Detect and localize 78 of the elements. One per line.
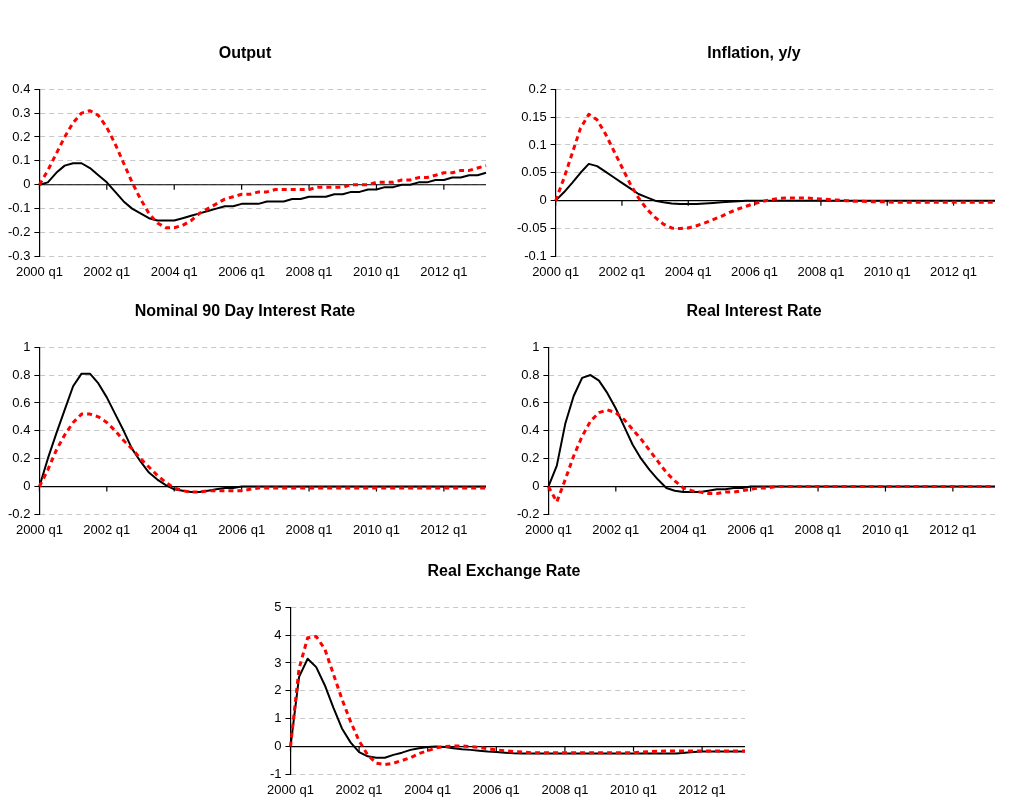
y-tick-label: 0.1 — [528, 136, 547, 152]
x-tick-label: 2004 q1 — [659, 521, 707, 537]
y-tick-label: -0.3 — [7, 247, 31, 263]
y-tick-label: 0.05 — [521, 164, 547, 180]
y-tick-label: 0.2 — [521, 450, 540, 466]
x-tick-label: 2000 q1 — [267, 781, 314, 797]
chart-title: Real Exchange Rate — [427, 562, 581, 580]
y-tick-label: -0.2 — [7, 224, 31, 240]
y-tick-label: 0 — [274, 738, 282, 754]
y-tick-label: -0.1 — [7, 200, 31, 216]
y-tick-label: 0 — [532, 478, 540, 494]
x-tick-label: 2012 q1 — [929, 521, 977, 537]
x-tick-label: 2004 q1 — [664, 263, 712, 279]
x-tick-label: 2000 q1 — [15, 521, 63, 537]
x-tick-label: 2000 q1 — [15, 263, 63, 279]
y-tick-label: 0.4 — [521, 422, 540, 438]
x-tick-label: 2006 q1 — [218, 263, 266, 279]
chart-title: Output — [218, 44, 272, 62]
y-tick-label: 1 — [274, 710, 282, 726]
y-tick-label: 0 — [539, 192, 547, 208]
y-tick-label: 0.8 — [12, 366, 31, 382]
y-tick-label: -0.2 — [516, 505, 540, 521]
x-tick-label: 2004 q1 — [404, 781, 452, 797]
y-tick-label: 0.3 — [12, 104, 31, 120]
x-tick-label: 2008 q1 — [541, 781, 589, 797]
y-tick-label: 3 — [274, 654, 282, 670]
line-series — [37, 109, 488, 230]
y-tick-label: 0 — [23, 176, 31, 192]
x-tick-label: 2010 q1 — [861, 521, 909, 537]
x-tick-label: 2002 q1 — [592, 521, 640, 537]
y-tick-label: 2 — [274, 682, 282, 698]
x-tick-label: 2004 q1 — [150, 263, 198, 279]
x-tick-label: 2012 q1 — [420, 263, 468, 279]
y-tick-label: 0.4 — [12, 80, 31, 96]
x-tick-label: 2002 q1 — [83, 263, 131, 279]
x-tick-label: 2010 q1 — [863, 263, 911, 279]
chart-title: Inflation, y/y — [707, 44, 801, 62]
y-tick-label: 1 — [532, 338, 540, 354]
y-tick-label: 0.6 — [521, 394, 540, 410]
y-tick-label: 0.2 — [12, 450, 31, 466]
y-tick-label: -1 — [269, 765, 282, 781]
line-series — [289, 634, 747, 767]
x-tick-label: 2010 q1 — [352, 521, 400, 537]
y-tick-label: 0.1 — [12, 152, 31, 168]
x-tick-label: 2008 q1 — [797, 263, 845, 279]
x-tick-label: 2012 q1 — [678, 781, 726, 797]
y-tick-label: 4 — [274, 626, 282, 642]
x-tick-label: 2010 q1 — [610, 781, 658, 797]
x-tick-label: 2002 q1 — [83, 521, 131, 537]
x-tick-label: 2006 q1 — [472, 781, 520, 797]
x-tick-label: 2010 q1 — [352, 263, 400, 279]
y-tick-label: 1 — [23, 338, 31, 354]
x-tick-label: 2008 q1 — [794, 521, 842, 537]
y-tick-label: 0.8 — [521, 366, 540, 382]
y-tick-label: 0.15 — [521, 108, 547, 124]
x-tick-label: 2002 q1 — [335, 781, 383, 797]
y-tick-label: 0.2 — [528, 80, 547, 96]
x-tick-label: 2000 q1 — [532, 263, 580, 279]
y-tick-label: 0.4 — [12, 422, 31, 438]
x-tick-label: 2012 q1 — [420, 521, 468, 537]
y-tick-label: 5 — [274, 598, 282, 614]
chart-title: Nominal 90 Day Interest Rate — [134, 302, 356, 320]
x-tick-label: 2004 q1 — [150, 521, 198, 537]
y-tick-label: 0 — [23, 478, 31, 494]
chart-title: Real Interest Rate — [686, 302, 822, 320]
x-tick-label: 2006 q1 — [218, 521, 266, 537]
x-tick-label: 2006 q1 — [731, 263, 779, 279]
x-tick-label: 2002 q1 — [598, 263, 646, 279]
y-tick-label: -0.2 — [7, 505, 31, 521]
x-tick-label: 2008 q1 — [285, 521, 333, 537]
y-tick-label: -0.05 — [516, 220, 547, 236]
y-tick-label: 0.6 — [12, 394, 31, 410]
x-tick-label: 2000 q1 — [524, 521, 572, 537]
x-tick-label: 2006 q1 — [727, 521, 775, 537]
y-tick-label: 0.2 — [12, 128, 31, 144]
x-tick-label: 2008 q1 — [285, 263, 333, 279]
y-tick-label: -0.1 — [524, 247, 547, 263]
x-tick-label: 2012 q1 — [930, 263, 978, 279]
